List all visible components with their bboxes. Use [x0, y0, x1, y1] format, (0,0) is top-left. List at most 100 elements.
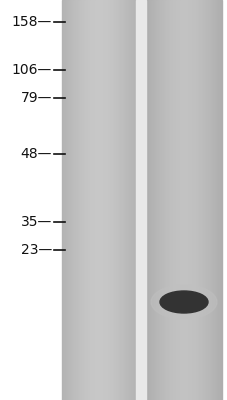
- Bar: [115, 0, 116, 400]
- Bar: [206, 0, 208, 400]
- Bar: [213, 0, 215, 400]
- Bar: [95, 0, 97, 400]
- Bar: [127, 0, 128, 400]
- Bar: [205, 0, 206, 400]
- Bar: [75, 0, 77, 400]
- Bar: [186, 0, 188, 400]
- Bar: [85, 0, 87, 400]
- Bar: [173, 0, 175, 400]
- Text: 35—: 35—: [21, 215, 52, 229]
- Bar: [110, 0, 111, 400]
- Bar: [119, 0, 121, 400]
- Bar: [101, 0, 103, 400]
- Bar: [158, 0, 160, 400]
- Bar: [97, 0, 99, 400]
- Bar: [178, 0, 180, 400]
- Bar: [117, 0, 119, 400]
- Bar: [74, 0, 76, 400]
- Bar: [153, 0, 155, 400]
- Text: 79—: 79—: [20, 91, 52, 105]
- Bar: [215, 0, 217, 400]
- Bar: [94, 0, 95, 400]
- Bar: [202, 0, 204, 400]
- Bar: [217, 0, 219, 400]
- Bar: [155, 0, 157, 400]
- Bar: [106, 0, 108, 400]
- Bar: [174, 0, 176, 400]
- Bar: [107, 0, 109, 400]
- Bar: [203, 0, 205, 400]
- Bar: [123, 0, 125, 400]
- Bar: [81, 0, 83, 400]
- Bar: [183, 0, 185, 400]
- Bar: [188, 0, 190, 400]
- Bar: [128, 0, 130, 400]
- Bar: [80, 0, 82, 400]
- Bar: [79, 0, 81, 400]
- Bar: [219, 0, 220, 400]
- Bar: [151, 0, 152, 400]
- Bar: [73, 0, 74, 400]
- Bar: [86, 0, 88, 400]
- Bar: [67, 0, 68, 400]
- Bar: [122, 0, 124, 400]
- Bar: [182, 0, 184, 400]
- Bar: [212, 0, 214, 400]
- Bar: [162, 0, 163, 400]
- Bar: [65, 0, 67, 400]
- Bar: [124, 0, 126, 400]
- Bar: [177, 0, 179, 400]
- Bar: [62, 0, 64, 400]
- Bar: [157, 0, 158, 400]
- Bar: [92, 0, 94, 400]
- Bar: [160, 0, 162, 400]
- Bar: [129, 0, 131, 400]
- Bar: [91, 0, 93, 400]
- Bar: [195, 0, 196, 400]
- Bar: [196, 0, 197, 400]
- Bar: [167, 0, 169, 400]
- Bar: [169, 0, 171, 400]
- Bar: [164, 0, 166, 400]
- Bar: [63, 0, 65, 400]
- Bar: [159, 0, 161, 400]
- Bar: [72, 0, 73, 400]
- Bar: [104, 0, 105, 400]
- Bar: [187, 0, 189, 400]
- Bar: [96, 0, 98, 400]
- Bar: [64, 0, 66, 400]
- Bar: [208, 0, 210, 400]
- Bar: [100, 0, 101, 400]
- Bar: [193, 0, 195, 400]
- Ellipse shape: [159, 291, 207, 313]
- Bar: [116, 0, 118, 400]
- Bar: [179, 0, 181, 400]
- Bar: [89, 0, 91, 400]
- Bar: [108, 0, 110, 400]
- Bar: [210, 0, 211, 400]
- Bar: [168, 0, 170, 400]
- Bar: [70, 0, 72, 400]
- Bar: [134, 0, 136, 400]
- Text: 106—: 106—: [12, 63, 52, 77]
- Bar: [211, 0, 213, 400]
- Bar: [126, 0, 127, 400]
- Text: 158—: 158—: [12, 15, 52, 29]
- Bar: [220, 0, 222, 400]
- Bar: [76, 0, 78, 400]
- Bar: [170, 0, 172, 400]
- Text: 23—: 23—: [21, 243, 52, 257]
- Bar: [154, 0, 156, 400]
- Bar: [192, 0, 194, 400]
- Bar: [105, 0, 106, 400]
- Bar: [133, 0, 135, 400]
- Bar: [198, 0, 200, 400]
- Bar: [185, 0, 186, 400]
- Bar: [90, 0, 92, 400]
- Bar: [102, 0, 104, 400]
- Bar: [181, 0, 183, 400]
- Bar: [118, 0, 120, 400]
- Bar: [201, 0, 203, 400]
- Bar: [148, 0, 150, 400]
- Bar: [216, 0, 218, 400]
